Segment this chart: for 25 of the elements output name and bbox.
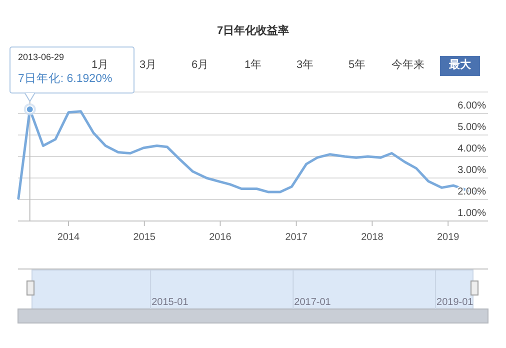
y-tick-label: 1.00%	[458, 208, 486, 219]
text: 2013-06-29	[18, 52, 64, 62]
text: 今年来	[392, 58, 424, 71]
y-tick-label: 6.00%	[458, 100, 486, 112]
text: 最大	[448, 58, 472, 71]
text: 2019-01	[436, 297, 474, 308]
text: 7日年化: 6.1920%	[18, 72, 112, 85]
text: 2015-01	[152, 297, 189, 308]
text: 6月	[191, 59, 209, 71]
y-tick-label: 4.00%	[458, 144, 486, 154]
text: 3月	[139, 59, 157, 71]
y-tick-label: 3.00%	[458, 165, 486, 176]
text: 3年	[296, 59, 314, 71]
text: 5年	[348, 59, 366, 71]
chart-title: 7日年化收益率	[216, 24, 290, 37]
text: 1年	[244, 59, 262, 71]
x-tick-label: 2015	[133, 232, 156, 243]
x-tick-label: 2017	[285, 232, 308, 243]
x-tick-label: 2014	[57, 232, 80, 243]
x-tick-label: 2019	[436, 232, 460, 243]
x-tick-label: 2018	[361, 232, 384, 243]
text: 2017-01	[294, 297, 332, 308]
text: 1月	[91, 59, 109, 71]
x-tick-label: 2016	[209, 232, 232, 243]
y-tick-label: 5.00%	[458, 122, 486, 133]
